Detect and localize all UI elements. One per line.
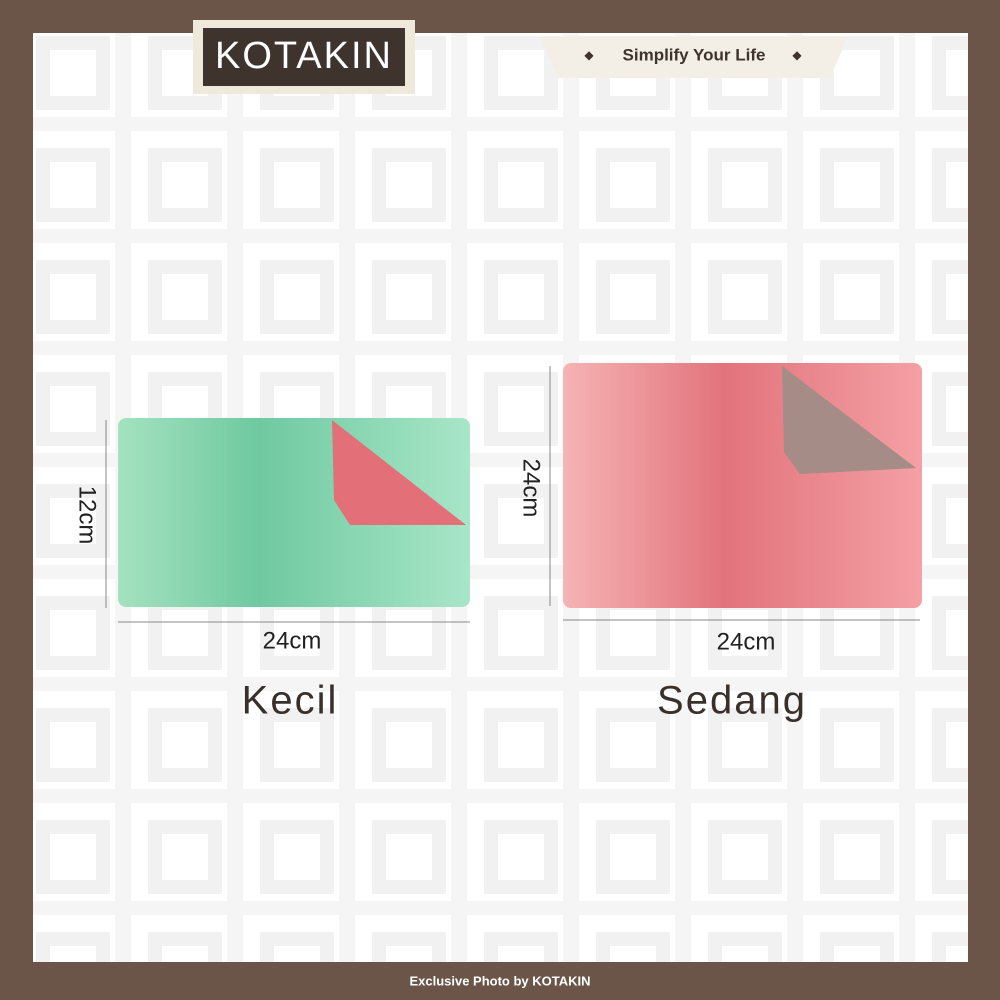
- towel-small: 12cm 24cm Kecil: [74, 418, 470, 723]
- brand: KOTAKIN: [215, 35, 393, 77]
- logo-box: [203, 28, 405, 86]
- footer: Exclusive Photo by KOTAKIN: [409, 973, 590, 988]
- tagline: Simplify Your Life: [623, 45, 766, 64]
- height-label: 12cm: [74, 486, 101, 545]
- diamond: ◆: [792, 48, 802, 62]
- tagline-banner: Simplify Your Life ◆ ◆: [540, 36, 848, 78]
- towel-medium: 24cm 24cm Sedang: [518, 363, 922, 723]
- size-name: Kecil: [242, 679, 339, 723]
- diamond: ◆: [584, 48, 594, 62]
- towel-flap: [782, 366, 916, 474]
- size-name: Sedang: [657, 679, 807, 723]
- banner: [540, 36, 848, 78]
- logo: KOTAKIN: [193, 20, 415, 94]
- width-label: 24cm: [263, 627, 322, 654]
- towel-flap: [332, 420, 466, 525]
- width-label: 24cm: [717, 628, 776, 655]
- towel: [563, 363, 922, 608]
- height-label: 24cm: [518, 459, 545, 518]
